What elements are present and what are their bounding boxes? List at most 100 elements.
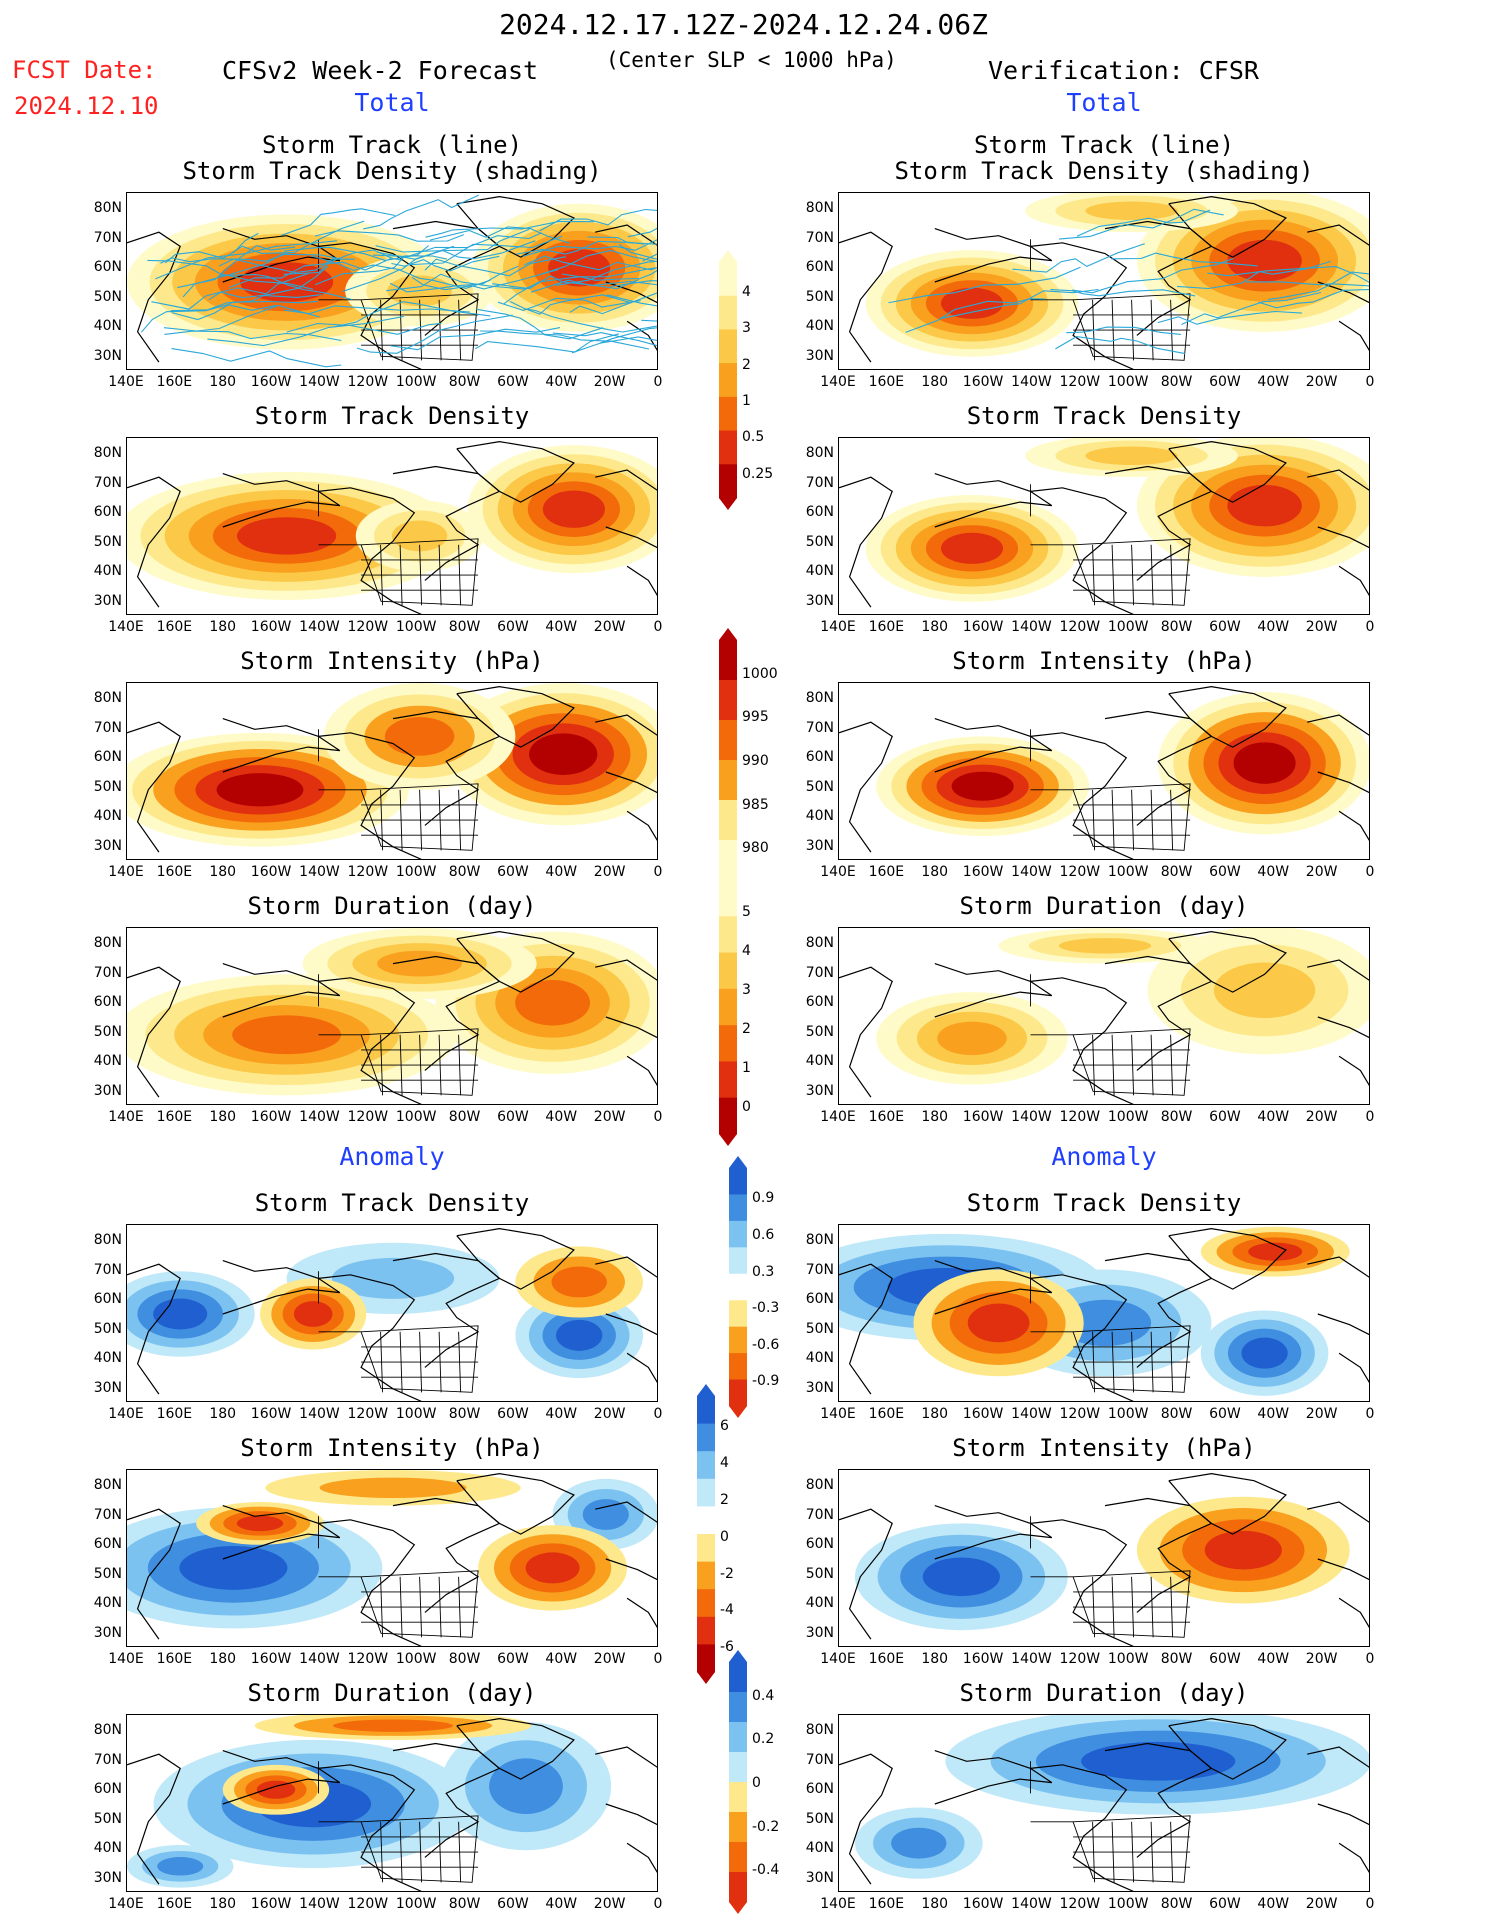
lon-tick-label: 60W [497,864,529,880]
verif-track-title-1: Storm Track (line) [973,131,1235,159]
intensity-colorbar-label: 990 [742,753,769,770]
lat-tick-label: 70N [805,229,834,246]
lon-tick-label: 20W [1305,374,1338,390]
verif-anom-intensity-title: Storm Intensity (hPa) [952,1434,1256,1462]
fcst-intensity-map-shading [127,683,657,859]
anomaly-intensity-colorbar-segment [697,1534,715,1563]
lon-tick-label: 100W [395,1896,437,1912]
duration-colorbar-segment [719,880,737,917]
verif-intensity-map [838,682,1370,860]
lon-tick-label: 20W [1305,1896,1338,1912]
verif-total-label: Total [1066,88,1142,117]
lat-tick-label: 70N [805,1751,834,1768]
intensity-colorbar-segment [719,760,737,801]
fcst-track-density-map-shading [127,440,657,614]
lon-tick-label: 0 [653,1896,663,1912]
date-range-title: 2024.12.17.12Z-2024.12.24.06Z [499,8,988,41]
duration-colorbar-label: 0 [742,1098,751,1115]
lon-tick-label: 160W [250,864,292,880]
lon-tick-label: 160E [156,374,193,390]
lon-tick-label: 80W [448,1109,481,1125]
lat-tick-label: 50N [805,1565,834,1582]
lon-tick-label: 160E [868,374,905,390]
lat-tick-label: 30N [805,1082,834,1099]
lat-tick-label: 80N [93,445,122,461]
lon-tick-label: 100W [1107,1406,1149,1422]
lon-tick-label: 180 [921,1651,949,1667]
duration-colorbar-segment [719,1097,737,1135]
lat-tick-label: 70N [805,964,834,981]
lon-tick-label: 60W [1209,864,1241,880]
fcst-track-line-map [126,192,658,370]
lat-tick-label: 40N [805,1350,834,1366]
lon-tick-label: 160W [962,619,1004,635]
lon-tick-label: 140W [1011,619,1052,635]
anomaly-intensity-colorbar-segment [697,1396,715,1425]
intensity-colorbar [719,628,737,892]
lon-tick-label: 140E [820,1109,856,1125]
lat-tick-label: 30N [93,1082,122,1099]
lat-tick-label: 40N [93,808,122,824]
lat-tick-label: 40N [805,1053,834,1069]
lon-tick-label: 60W [1209,1109,1241,1125]
lon-tick-label: 100W [1107,864,1149,880]
lon-tick-label: 160E [156,619,193,635]
lat-tick-label: 70N [805,719,834,736]
lat-tick-label: 50N [805,288,834,305]
intensity-colorbar-label: 1000 [742,665,778,682]
track-density-colorbar-label: 0.25 [742,465,774,482]
lon-tick-label: 160W [250,619,292,635]
lat-tick-label: 40N [93,318,122,334]
fcst-track-title-2: Storm Track Density (shading) [182,157,602,185]
lon-tick-label: 60W [497,374,529,390]
lon-tick-label: 180 [209,1651,237,1667]
lat-tick-label: 50N [805,1810,834,1827]
lon-tick-label: 40W [545,1109,578,1125]
lon-tick-label: 20W [1305,864,1338,880]
lon-tick-label: 140E [108,374,144,390]
lon-tick-label: 140W [299,1406,340,1422]
lon-tick-label: 40W [545,1651,578,1667]
lat-tick-label: 60N [93,749,122,765]
duration-colorbar-segment [719,952,737,990]
verif-anomaly-intensity-map-shading [839,1472,1369,1646]
lon-tick-label: 60W [1209,1406,1241,1422]
anomaly-intensity-colorbar-label: 2 [720,1492,729,1508]
anomaly-density-colorbar-label: 0.3 [752,1263,775,1280]
lon-tick-label: 140W [299,374,340,390]
lat-tick-label: 80N [805,1477,834,1493]
lon-tick-label: 140W [299,1651,340,1667]
lat-tick-label: 50N [805,1023,834,1040]
lat-tick-label: 40N [93,1595,122,1611]
lat-tick-label: 30N [93,347,122,364]
lon-tick-label: 40W [545,619,578,635]
lat-tick-label: 30N [805,837,834,854]
lon-tick-label: 100W [1107,1109,1149,1125]
lon-tick-label: 140W [1011,1896,1052,1912]
lon-tick-label: 120W [1059,374,1101,390]
lon-tick-label: 80W [1160,1109,1193,1125]
duration-colorbar-segment [719,916,737,954]
lon-tick-label: 120W [347,1406,389,1422]
lat-tick-label: 60N [805,504,834,520]
verif-anomaly-density-map-shading [839,1226,1369,1401]
anomaly-intensity-colorbar-segment [697,1478,715,1507]
track-density-colorbar-segment [719,363,737,398]
slp-threshold-subtitle: (Center SLP < 1000 hPa) [606,48,897,72]
lon-tick-label: 160E [868,1651,905,1667]
duration-colorbar-label: 4 [742,942,751,959]
lon-tick-label: 0 [653,1406,663,1422]
lat-tick-label: 60N [93,994,122,1010]
lat-tick-label: 50N [93,288,122,305]
lon-tick-label: 180 [209,1896,237,1912]
lon-tick-label: 0 [1365,619,1375,635]
lon-tick-label: 0 [653,619,663,635]
anomaly-density-colorbar [729,1156,747,1418]
lon-tick-label: 40W [1257,619,1290,635]
lat-tick-label: 60N [93,1536,122,1552]
lon-tick-label: 20W [593,619,626,635]
lon-tick-label: 160W [962,1109,1004,1125]
lon-tick-label: 160E [868,619,905,635]
lat-tick-label: 50N [93,778,122,795]
anomaly-duration-colorbar-label: -0.2 [752,1818,780,1835]
